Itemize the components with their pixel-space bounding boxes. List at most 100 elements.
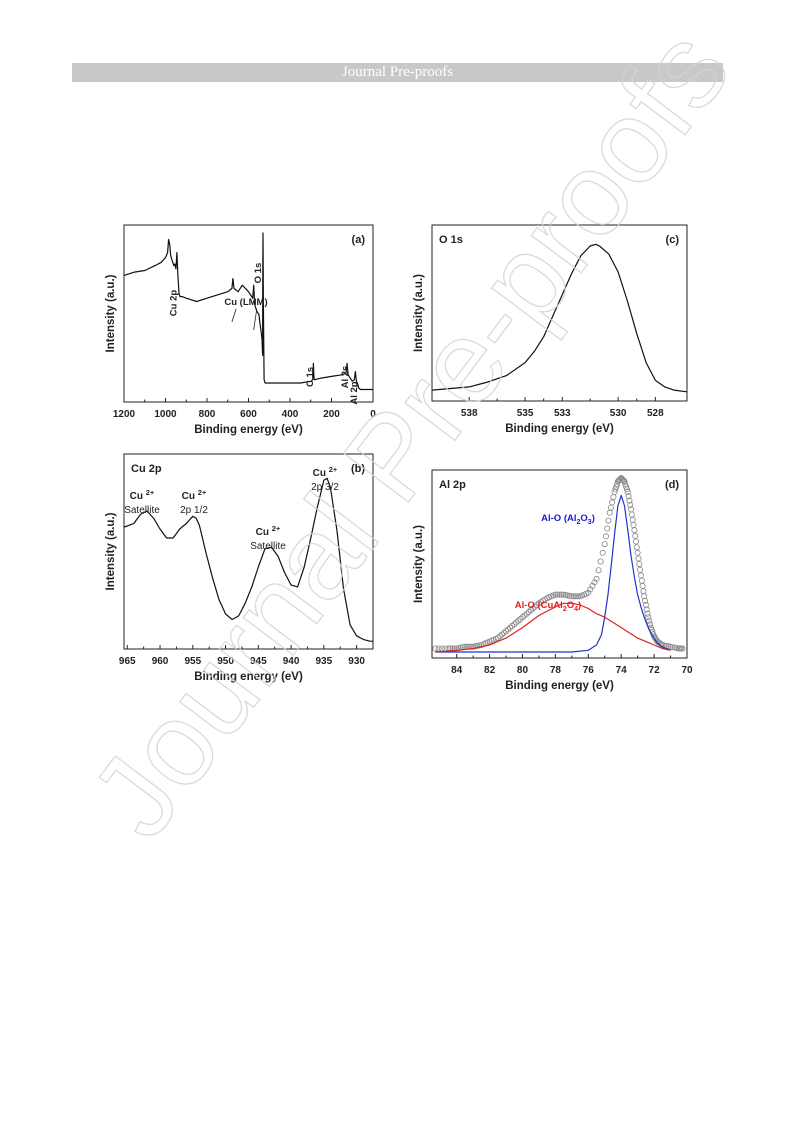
data-point — [597, 558, 604, 565]
chart-panel-a: 1200 1000 800 600 400 200 0 Binding energy (eV)… — [105, 224, 376, 436]
data-point — [633, 538, 640, 545]
x-tick-label: 82 — [484, 665, 496, 676]
peak-label: Cu (LMM) — [224, 297, 267, 308]
data-point — [643, 606, 650, 613]
data-point — [642, 602, 649, 609]
data-point — [613, 483, 620, 490]
data-point — [620, 477, 627, 484]
data-point — [640, 588, 647, 595]
x-tick-label: 528 — [647, 408, 664, 419]
data-point — [496, 633, 503, 640]
peak-label: Al 2s — [340, 366, 351, 389]
x-tick-label: 0 — [370, 409, 376, 420]
peak-label: Cu 2+ — [256, 524, 281, 538]
plot-frame — [431, 224, 688, 402]
x-tick-label: 78 — [550, 665, 562, 676]
x-tick-label: 960 — [152, 656, 169, 667]
data-point — [622, 481, 629, 488]
x-tick-label: 600 — [240, 409, 257, 420]
chart-panel-d: 84 82 80 78 76 74 72 70 Binding energy (eV) Inten… — [413, 469, 693, 692]
y-axis-label: Intensity (a.u.) — [413, 274, 425, 352]
peak-arrow — [253, 308, 258, 331]
x-tick-label: 800 — [199, 409, 216, 420]
data-point — [679, 645, 686, 652]
data-point — [435, 645, 442, 652]
data-point — [612, 486, 619, 493]
panel-title: O 1s — [439, 234, 463, 246]
data-point — [667, 643, 674, 650]
y-axis-label: Intensity (a.u.) — [413, 525, 425, 603]
y-axis-label: Intensity (a.u.) — [105, 274, 117, 352]
data-point — [599, 549, 606, 556]
panel-title: Cu 2p — [131, 463, 162, 475]
peak-label: Cu 2+ — [313, 465, 338, 479]
data-point — [515, 617, 522, 624]
data-point — [595, 567, 602, 574]
peak-label: Cu 2p — [168, 290, 179, 317]
peak-label: O 1s — [253, 263, 264, 284]
data-point — [624, 488, 631, 495]
x-tick-label: 538 — [461, 408, 478, 419]
data-point — [610, 494, 617, 501]
x-tick-label: 945 — [250, 656, 267, 667]
chart-panel-c: 538 535 533 530 528 Binding energy (eV) Intens… — [413, 224, 688, 435]
x-tick-label: 80 — [517, 665, 529, 676]
data-point — [533, 602, 540, 609]
data-point — [637, 572, 644, 579]
data-point — [494, 635, 501, 642]
x-tick-label: 533 — [554, 408, 571, 419]
data-point — [605, 517, 612, 524]
data-point — [631, 527, 638, 534]
x-tick-label: 76 — [583, 665, 595, 676]
data-point — [607, 504, 614, 511]
data-point — [511, 621, 518, 628]
series-line-0 — [431, 243, 688, 393]
panel-label: (d) — [665, 479, 679, 491]
peak-arrow — [231, 308, 237, 323]
x-tick-label: 70 — [681, 665, 693, 676]
panel-label: (b) — [351, 463, 365, 475]
panel-title: Al 2p — [439, 479, 466, 491]
x-tick-label: 930 — [348, 656, 365, 667]
data-point — [603, 533, 610, 540]
data-point — [505, 626, 512, 633]
x-tick-label: 530 — [610, 408, 627, 419]
data-point — [525, 609, 532, 616]
x-axis-label: Binding energy (eV) — [194, 424, 303, 436]
x-tick-label: 940 — [283, 656, 300, 667]
data-point — [641, 593, 648, 600]
data-point — [521, 612, 528, 619]
data-point — [601, 541, 608, 548]
component-label: Al-O (Al2O3) — [541, 513, 595, 526]
peak-label: Cu 2+ — [182, 488, 207, 502]
data-point — [474, 642, 481, 649]
data-point — [624, 486, 631, 493]
x-tick-label: 935 — [316, 656, 333, 667]
data-point — [630, 522, 637, 529]
x-tick-label: 965 — [119, 656, 136, 667]
data-point — [621, 478, 628, 485]
data-point — [669, 644, 676, 651]
data-point — [611, 488, 618, 495]
data-point — [606, 509, 613, 516]
data-point — [646, 617, 653, 624]
x-axis-label: Binding energy (eV) — [505, 680, 614, 692]
data-point — [570, 593, 577, 600]
data-point — [564, 592, 571, 599]
peak-sublabel: 2p 3/2 — [311, 482, 339, 493]
x-tick-label: 950 — [217, 656, 234, 667]
data-point — [614, 481, 621, 488]
data-point — [552, 591, 559, 598]
peak-label: Al 2p — [349, 381, 360, 404]
data-point — [623, 483, 630, 490]
data-point — [627, 501, 634, 508]
component-label: Al-O (CuAl2O4) — [515, 600, 581, 613]
data-point — [644, 610, 651, 617]
data-point — [468, 643, 475, 650]
panel-label: (a) — [352, 234, 366, 246]
data-point — [585, 589, 592, 596]
data-point — [500, 629, 507, 636]
x-axis-label: Binding energy (eV) — [505, 423, 614, 435]
data-point — [632, 532, 639, 539]
header-title: Journal Pre-proofs — [341, 64, 454, 80]
